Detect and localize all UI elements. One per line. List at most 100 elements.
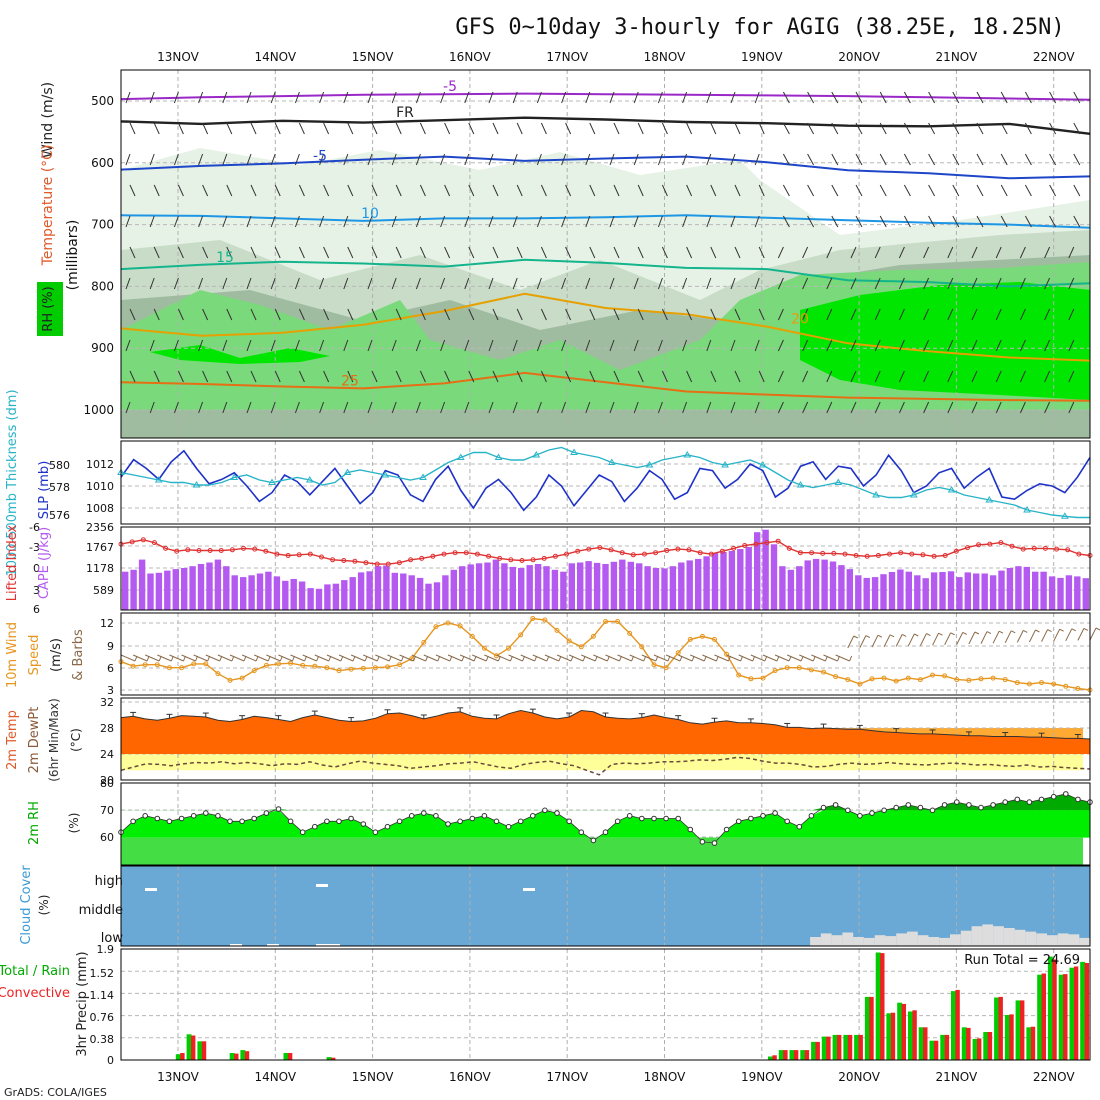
cape-bar — [518, 568, 525, 610]
temperature-contour — [120, 116, 1091, 135]
thickness-marker — [909, 491, 918, 498]
lifted-index-marker — [1020, 546, 1026, 552]
wind-barb — [149, 277, 155, 290]
wind-speed-marker — [130, 663, 136, 669]
wind-barb — [874, 370, 881, 383]
slp-tick-label: 1012 — [86, 458, 114, 471]
lifted-index-marker — [229, 547, 235, 553]
rh-marker — [408, 813, 415, 819]
wind-barb — [855, 91, 863, 104]
wind-barb — [323, 122, 330, 135]
date-label-bottom: 19NOV — [741, 1070, 783, 1084]
wind-barb — [319, 215, 325, 228]
cape-bar — [610, 561, 618, 610]
wind-speed-marker — [312, 663, 318, 669]
wind-barb — [777, 277, 784, 290]
wind-barb — [1053, 628, 1061, 642]
cape-bar — [669, 566, 677, 610]
lifted-index-marker — [931, 553, 937, 559]
cape-bar — [804, 560, 811, 610]
cape-bar — [678, 562, 685, 610]
lifted-index-marker — [898, 550, 904, 556]
wind-barb — [391, 401, 397, 414]
lifted-index-marker — [151, 540, 157, 546]
wind-barb — [270, 153, 276, 166]
wind-barb — [149, 401, 155, 414]
lifted-index-marker — [341, 558, 347, 563]
thickness-tick-label: 580 — [49, 459, 70, 472]
wind-barb — [581, 654, 596, 662]
wind-barb — [919, 633, 927, 646]
wind-barb — [125, 339, 131, 352]
cape-bar — [349, 577, 356, 610]
wind-barb — [730, 401, 736, 414]
wind-barb — [690, 654, 705, 662]
cape-bar — [652, 568, 660, 610]
lifted-index-tick-label: 0 — [33, 562, 40, 575]
cape-bar — [728, 550, 736, 610]
precip-convective-bar — [847, 1034, 853, 1060]
thickness-tick-label: 578 — [49, 481, 70, 494]
wind-barb — [391, 153, 397, 166]
wind-barb — [928, 153, 936, 166]
rh-marker — [530, 813, 536, 819]
wind-barb — [468, 122, 475, 135]
wind-barb — [347, 184, 354, 197]
low-cloud-bar — [950, 934, 961, 946]
lifted-index-marker — [831, 550, 837, 556]
pressure-tick-label: 800 — [91, 279, 114, 293]
wind-barb — [343, 339, 349, 352]
wind-barb — [710, 184, 717, 197]
precip-convective-bar — [772, 1055, 777, 1060]
wind-barb — [298, 370, 305, 383]
lifted-index-marker — [920, 552, 926, 558]
cape-bar — [981, 573, 988, 610]
wind-barb — [1068, 308, 1075, 321]
wind-barb — [609, 215, 615, 228]
wind-barb — [472, 654, 487, 662]
wind-barb — [932, 632, 939, 646]
wind-barb — [807, 91, 815, 104]
date-label-bottom: 14NOV — [254, 1070, 296, 1084]
lifted-index-axis-label: Lifted Index — [5, 524, 20, 601]
wind-speed-marker — [1014, 680, 1020, 686]
wind-barb — [702, 654, 717, 662]
wind-barb — [807, 153, 815, 166]
wind-barb — [1077, 628, 1085, 641]
contour-label: -5 — [313, 148, 327, 164]
cloud-level-label: low — [101, 931, 124, 946]
wind-barb — [415, 91, 421, 104]
lifted-index-marker — [697, 550, 703, 556]
wind-tick-label: 9 — [107, 640, 114, 653]
wind-barb — [1049, 153, 1057, 166]
wind-barb-flag — [1071, 628, 1076, 632]
precip-convective-bar — [933, 1040, 939, 1060]
wind-barb — [992, 630, 1000, 644]
lifted-index-marker — [1031, 545, 1037, 551]
wind-barb — [561, 215, 567, 228]
thickness-axis-label: 1000-500mb Thickness (dm) — [5, 389, 20, 576]
wind-barb — [254, 654, 269, 662]
cape-bar — [998, 570, 1005, 610]
rh-shade-bright — [800, 282, 1090, 400]
cape-bar — [930, 572, 938, 610]
wind-barb — [971, 339, 978, 352]
rh-marker — [578, 829, 585, 836]
rh-marker — [312, 823, 318, 830]
wind-barb — [319, 277, 325, 290]
wind-speed-marker — [736, 672, 742, 678]
precip-total-bar — [951, 991, 956, 1060]
wind-barb — [415, 277, 421, 290]
wind-barb — [294, 277, 300, 290]
contour-label: FR — [396, 105, 414, 121]
cape-bar — [206, 562, 213, 610]
lifted-index-marker — [486, 553, 492, 559]
wind-barb — [637, 308, 644, 321]
cloud-fragment — [145, 888, 157, 891]
date-label-top: 18NOV — [644, 50, 686, 64]
wind-barb — [633, 277, 639, 290]
wind-barb — [710, 370, 717, 383]
date-label-top: 14NOV — [254, 50, 296, 64]
run-total-label: Run Total = 24.69 — [964, 953, 1080, 968]
wind-barb — [855, 184, 863, 197]
